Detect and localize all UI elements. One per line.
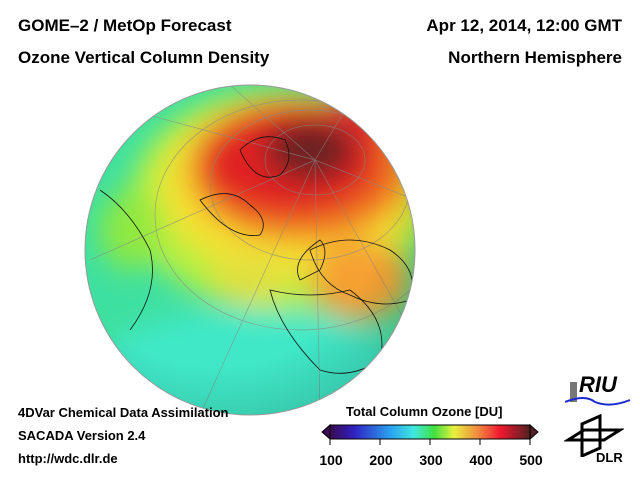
colorbar-max-arrow	[529, 423, 539, 441]
colorbar-tick: 500	[519, 452, 543, 468]
colorbar-min-arrow	[321, 423, 331, 441]
product-subtitle: Ozone Vertical Column Density	[18, 48, 270, 67]
footer-url-link[interactable]: http://wdc.dlr.de	[18, 451, 118, 466]
footer-method: 4DVar Chemical Data Assimilation	[18, 405, 229, 420]
colorbar	[321, 423, 539, 445]
colorbar-title: Total Column Ozone [DU]	[346, 404, 503, 419]
colorbar-tick: 400	[469, 452, 493, 468]
colorbar-tick: 300	[419, 452, 443, 468]
dlr-logo: DLR	[562, 412, 632, 472]
product-title: GOME–2 / MetOp Forecast	[18, 16, 232, 35]
colorbar-tick: 200	[369, 452, 393, 468]
forecast-date: Apr 12, 2014, 12:00 GMT	[426, 16, 622, 35]
riu-logo: RIU	[565, 370, 635, 406]
colorbar-gradient	[329, 424, 531, 440]
hemisphere-label: Northern Hemisphere	[448, 48, 622, 67]
colorbar-tick: 100	[319, 452, 343, 468]
footer-version: SACADA Version 2.4	[18, 428, 146, 443]
